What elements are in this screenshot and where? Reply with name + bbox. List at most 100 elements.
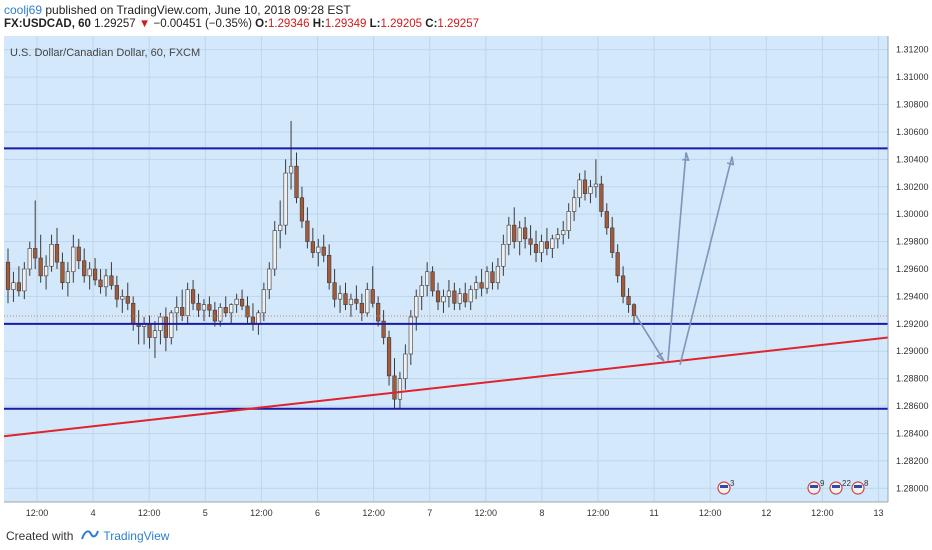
candle-up (539, 241, 544, 253)
candle-up (22, 268, 27, 292)
price-tick-label: 1.29800 (896, 237, 929, 247)
price-tick-label: 1.29200 (896, 319, 929, 329)
close-value: 1.29257 (437, 18, 479, 30)
candle-up (588, 186, 593, 194)
candle-down (376, 302, 381, 322)
candle-down (435, 290, 441, 303)
time-tick-label: 8 (539, 508, 544, 518)
candle-up (87, 268, 92, 277)
candle-down (38, 257, 43, 277)
price-tick-label: 1.31000 (896, 72, 929, 82)
tradingview-logo-icon (81, 528, 100, 543)
candle-down (610, 227, 615, 253)
price-tick-label: 1.28200 (896, 456, 929, 466)
candle-up (169, 312, 174, 338)
candle-down (250, 316, 256, 325)
candle-up (272, 230, 277, 270)
candle-up (446, 290, 452, 297)
event-flag-stripe (832, 485, 840, 488)
candle-up (408, 316, 413, 355)
candle-up (468, 289, 473, 303)
candle-down (54, 244, 60, 263)
price-axis[interactable]: 1.28000 1.28200 1.28400 1.28600 1.28800 1.290… (887, 36, 932, 524)
candle-down (223, 307, 228, 314)
candle-up (474, 282, 479, 290)
price-tick-label: 1.28400 (896, 428, 929, 438)
candle-down (430, 271, 435, 292)
candle-down (343, 293, 348, 305)
candle-up (201, 304, 207, 311)
low-label: L: (369, 18, 381, 30)
candle-up (174, 307, 179, 314)
event-flag-stripe (854, 485, 862, 488)
candle-down (370, 289, 375, 304)
created-with-text: Created with (6, 528, 74, 543)
time-tick-label: 6 (315, 508, 320, 518)
tradingview-brand[interactable]: TradingView (103, 528, 170, 543)
candle-down (190, 289, 196, 304)
price-tick-label: 1.29600 (896, 264, 929, 274)
candle-up (337, 293, 343, 300)
price-tick-label: 1.30600 (896, 127, 929, 137)
price-tick-label: 1.29000 (896, 346, 929, 356)
candle-up (403, 353, 408, 379)
candle-down (359, 302, 364, 314)
time-tick-label: 7 (427, 508, 432, 518)
candle-up (27, 248, 32, 270)
candle-down (463, 293, 468, 303)
price-chart[interactable]: U.S. Dollar/Canadian Dollar, 60, FXCM 1.… (0, 36, 932, 524)
low-value: 1.29205 (380, 18, 423, 30)
candles (5, 120, 637, 409)
candle-down (98, 279, 103, 288)
candle-down (386, 337, 392, 377)
candle-up (501, 244, 506, 267)
projection-arrows[interactable] (635, 152, 735, 366)
candle-down (196, 302, 201, 311)
candle-down (163, 316, 168, 338)
last-price: 1.29257 (94, 18, 136, 30)
trend-line (3, 336, 889, 438)
candle-down (239, 298, 245, 307)
candle-up (152, 330, 158, 338)
candle-down (621, 275, 626, 297)
time-tick-label: 12:00 (475, 508, 498, 518)
candle-up (278, 224, 283, 231)
candle-down (604, 211, 609, 229)
candle-down (5, 261, 11, 290)
time-tick-label: 12:00 (26, 508, 49, 518)
candle-down (479, 282, 484, 289)
candle-up (267, 268, 272, 290)
candle-up (414, 296, 419, 318)
candle-up (593, 183, 598, 188)
author-link[interactable]: coolj69 (4, 3, 43, 17)
time-axis[interactable]: 12:00 4 12:00 5 12:00 6 12:00 7 12:00 8 12:00 11 12:… (4, 501, 888, 518)
candle-down (16, 282, 21, 292)
event-badges[interactable]: 3 9 22 8 (717, 479, 869, 495)
candle-down (76, 246, 81, 262)
price-tick-label: 1.28600 (896, 401, 929, 411)
candle-up (495, 265, 501, 284)
candle-down (582, 179, 588, 194)
candle-down (327, 254, 332, 284)
event-count-label: 22 (842, 479, 851, 488)
trend-line-group[interactable] (3, 336, 889, 438)
event-flag-stripe (720, 485, 728, 488)
open-label: O: (255, 18, 268, 30)
candle-down (131, 302, 136, 325)
symbol-name: FX:USDCAD, 60 (4, 18, 91, 30)
candle-down (92, 268, 98, 281)
candle-up (185, 289, 190, 316)
projection-arrow-down-head (656, 352, 665, 362)
candle-up (397, 378, 403, 400)
high-value: 1.29349 (324, 18, 367, 30)
candle-down (305, 220, 310, 242)
projection-arrow-up-1 (667, 152, 687, 361)
candle-up (517, 227, 522, 242)
time-tick-label: 12 (761, 508, 771, 518)
candle-down (392, 375, 397, 400)
candle-down (207, 304, 212, 311)
candle-up (348, 298, 354, 305)
candle-up (49, 244, 54, 267)
candle-down (125, 296, 130, 304)
price-tick-label: 1.30800 (896, 100, 929, 110)
